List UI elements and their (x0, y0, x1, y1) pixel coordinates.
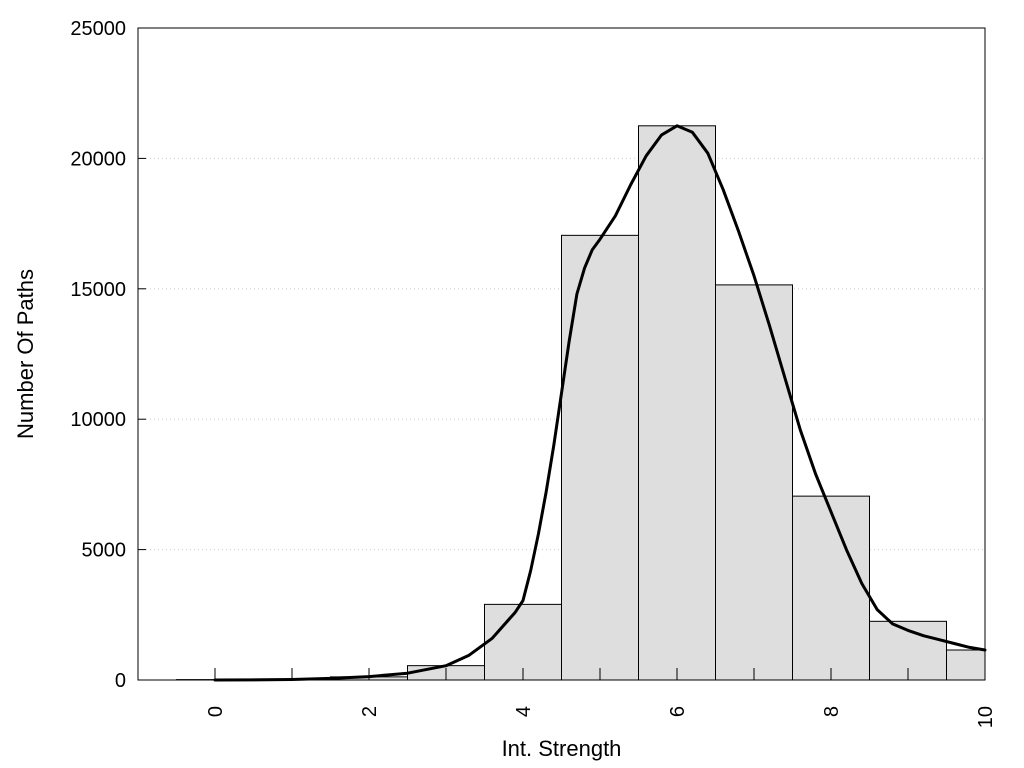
y-tick-label-1: 5000 (82, 540, 127, 562)
histogram-bars (176, 125, 986, 681)
x-tick-label-2: 4 (513, 706, 535, 717)
density-curve-layer (213, 124, 987, 682)
y-tick-label-3: 15000 (70, 279, 126, 301)
axis-ticks: 0 2 4 6 8 10 0 5000 10000 15000 20000 25000 (70, 18, 997, 728)
bar-6 (638, 125, 716, 681)
x-tick-label-0: 0 (205, 706, 227, 717)
y-tick-label-4: 20000 (70, 148, 126, 170)
y-tick-label-5: 25000 (70, 18, 126, 40)
bar-8 (792, 495, 870, 681)
y-axis-label: Number Of Paths (13, 269, 38, 439)
plot-frame (137, 27, 986, 681)
density-curve (213, 124, 987, 682)
bar-7 (715, 284, 793, 681)
bar-10 (946, 649, 986, 681)
x-tick-label-5: 10 (975, 706, 997, 728)
x-tick-label-1: 2 (359, 706, 381, 717)
x-tick-label-4: 8 (821, 706, 843, 717)
bar-5 (561, 234, 639, 681)
y-tick-label-0: 0 (115, 670, 126, 692)
x-axis-label: Int. Strength (502, 736, 622, 761)
y-tick-label-2: 10000 (70, 409, 126, 431)
x-tick-label-3: 6 (667, 706, 689, 717)
